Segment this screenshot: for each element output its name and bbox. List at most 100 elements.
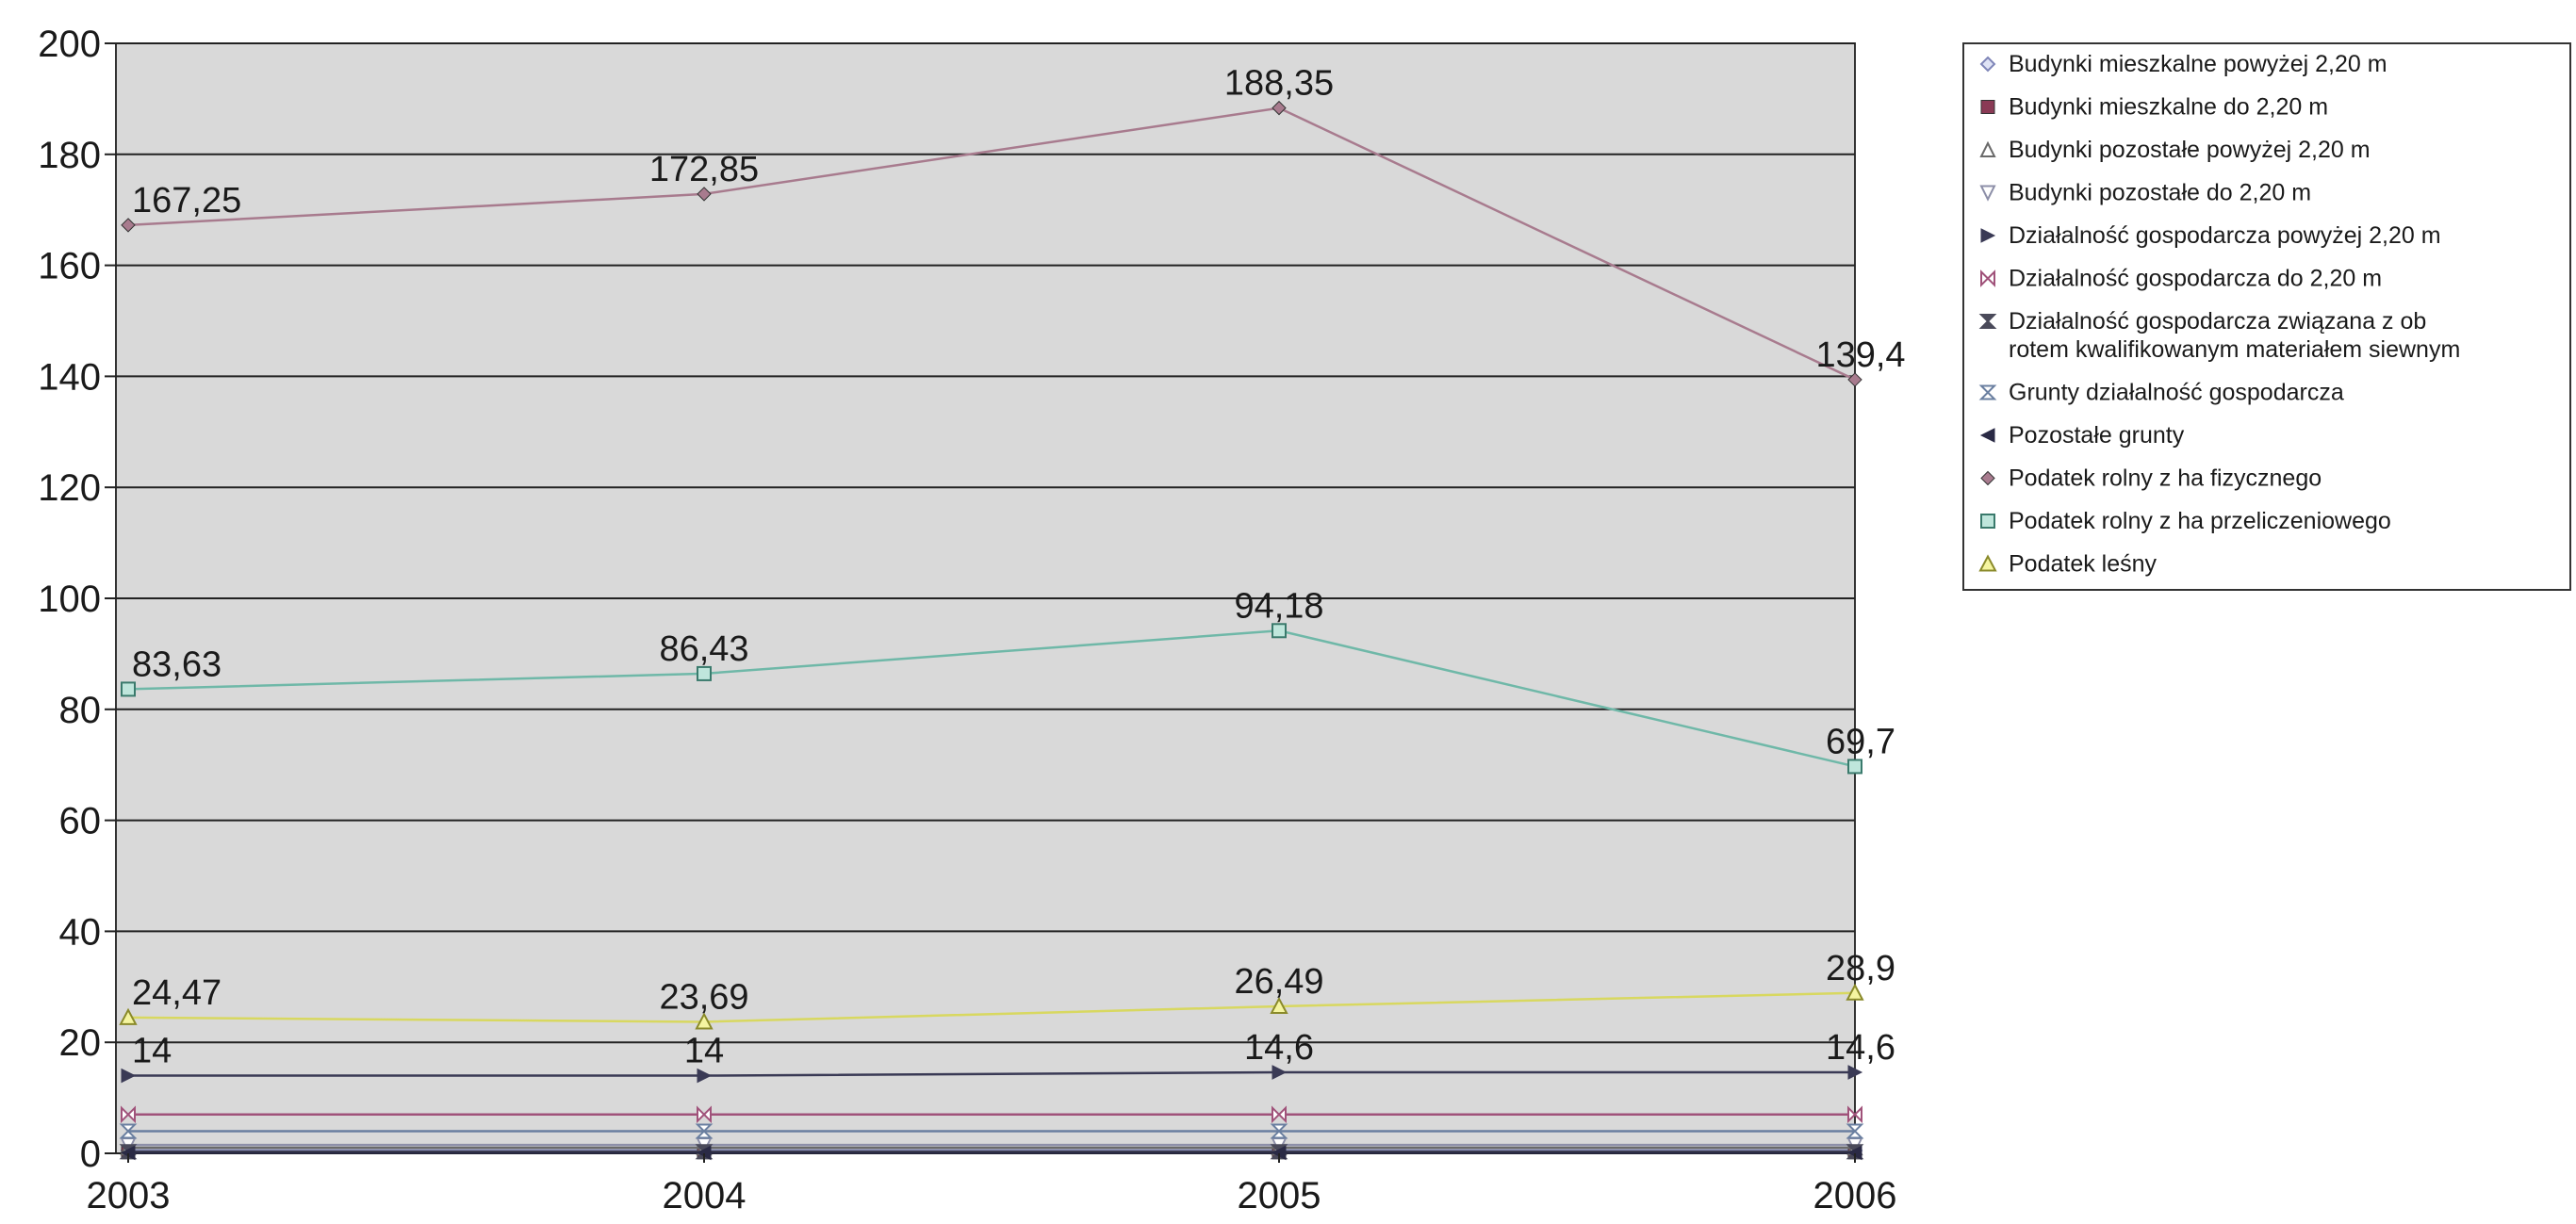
legend-symbol bbox=[1980, 100, 1995, 114]
data-point bbox=[1847, 372, 1862, 387]
series-11 bbox=[121, 623, 1862, 775]
data-label: 69,7 bbox=[1826, 722, 1895, 761]
y-tick-label: 60 bbox=[59, 801, 102, 842]
data-point bbox=[119, 1007, 138, 1025]
y-tick-label: 120 bbox=[38, 467, 101, 509]
legend-symbol bbox=[1980, 228, 1996, 243]
y-tick-label: 180 bbox=[38, 135, 101, 176]
y-tick-label: 160 bbox=[38, 246, 101, 287]
x-tick-label: 2003 bbox=[87, 1175, 171, 1216]
y-tick-label: 20 bbox=[59, 1022, 102, 1064]
legend-box bbox=[1962, 42, 2571, 591]
data-point bbox=[1272, 1065, 1288, 1080]
data-point bbox=[121, 1068, 137, 1084]
legend-label: Grunty działalność gospodarcza bbox=[2009, 380, 2344, 406]
data-label: 26,49 bbox=[1234, 962, 1323, 1002]
legend-item: Działalność gospodarcza związana z ob rot… bbox=[1978, 308, 2460, 363]
data-label: 94,18 bbox=[1234, 586, 1323, 626]
data-label: 172,85 bbox=[649, 150, 759, 189]
data-point bbox=[121, 218, 136, 233]
legend-symbol bbox=[1980, 269, 1995, 287]
legend-label: Podatek rolny z ha przeliczeniowego bbox=[2009, 508, 2391, 534]
y-tick-label: 0 bbox=[80, 1134, 101, 1175]
legend-item: Pozostałe grunty bbox=[1979, 422, 2185, 449]
data-point bbox=[697, 187, 712, 202]
series-line bbox=[128, 1070, 1855, 1077]
x-tick-label: 2006 bbox=[1813, 1175, 1897, 1216]
legend-symbol bbox=[1979, 185, 1996, 202]
data-label: 28,9 bbox=[1826, 949, 1895, 988]
data-label: 167,25 bbox=[132, 181, 241, 220]
legend-item: Działalność gospodarcza do 2,20 m bbox=[1980, 266, 2382, 292]
legend-symbol bbox=[1979, 56, 1996, 73]
y-tick-label: 40 bbox=[59, 911, 102, 953]
legend-label: Budynki pozostałe do 2,20 m bbox=[2009, 180, 2311, 206]
legend-item: Działalność gospodarcza powyżej 2,20 m bbox=[1980, 222, 2441, 249]
legend-label: Pozostałe grunty bbox=[2009, 422, 2185, 449]
legend-symbol bbox=[1978, 384, 1997, 400]
series-line bbox=[127, 991, 1856, 1023]
data-point bbox=[1847, 759, 1862, 775]
y-tick-label: 140 bbox=[38, 356, 101, 398]
legend-symbol bbox=[1978, 314, 1997, 329]
legend-symbol bbox=[1979, 428, 1995, 443]
series-12 bbox=[119, 983, 1864, 1030]
series-5 bbox=[121, 1065, 1863, 1084]
series-8 bbox=[119, 1123, 1864, 1139]
legend-item: Podatek leśny bbox=[1978, 551, 2158, 578]
data-label: 23,69 bbox=[659, 977, 748, 1017]
data-point bbox=[1272, 1105, 1287, 1124]
series-line bbox=[127, 106, 1856, 382]
data-point bbox=[697, 1105, 712, 1124]
data-point bbox=[1272, 623, 1287, 639]
data-point bbox=[697, 1068, 713, 1084]
legend-item: Podatek rolny z ha przeliczeniowego bbox=[1980, 508, 2391, 534]
series-10 bbox=[121, 100, 1862, 387]
data-label: 14,6 bbox=[1244, 1028, 1314, 1068]
legend-item: Budynki pozostałe do 2,20 m bbox=[1979, 180, 2311, 206]
data-point bbox=[1270, 1123, 1288, 1139]
x-tick-label: 2004 bbox=[663, 1175, 747, 1216]
series-6 bbox=[121, 1105, 1862, 1124]
data-label: 24,47 bbox=[132, 973, 222, 1013]
legend-symbol bbox=[1978, 554, 1997, 572]
data-point bbox=[119, 1123, 138, 1139]
legend-item: Budynki mieszkalne do 2,20 m bbox=[1980, 94, 2328, 121]
y-tick-label: 80 bbox=[59, 690, 102, 731]
data-label: 14 bbox=[132, 1032, 172, 1071]
data-label: 86,43 bbox=[659, 629, 748, 669]
legend-symbol bbox=[1980, 470, 1995, 486]
legend-label: Działalność gospodarcza do 2,20 m bbox=[2009, 266, 2382, 292]
legend-label: Działalność gospodarcza związana z ob rot… bbox=[2009, 308, 2460, 363]
series-line bbox=[127, 629, 1856, 768]
legend-symbol bbox=[1980, 514, 1995, 529]
x-tick-label: 2005 bbox=[1238, 1175, 1321, 1216]
data-point bbox=[695, 1123, 714, 1139]
data-label: 83,63 bbox=[132, 645, 222, 684]
y-tick-label: 100 bbox=[38, 579, 101, 620]
legend-label: Budynki mieszkalne do 2,20 m bbox=[2009, 94, 2328, 121]
data-point bbox=[695, 1012, 714, 1030]
legend-label: Podatek leśny bbox=[2009, 551, 2158, 578]
data-label: 188,35 bbox=[1224, 64, 1334, 104]
legend-label: Działalność gospodarcza powyżej 2,20 m bbox=[2009, 222, 2441, 249]
legend-label: Budynki mieszkalne powyżej 2,20 m bbox=[2009, 51, 2387, 77]
legend-item: Budynki pozostałe powyżej 2,20 m bbox=[1979, 137, 2371, 163]
data-point bbox=[121, 1105, 136, 1124]
legend-item: Podatek rolny z ha fizycznego bbox=[1980, 465, 2322, 492]
legend-item: Grunty działalność gospodarcza bbox=[1978, 380, 2344, 406]
data-point bbox=[1846, 983, 1864, 1001]
data-point bbox=[1270, 996, 1288, 1014]
y-tick-label: 200 bbox=[38, 24, 101, 65]
data-label: 14,6 bbox=[1826, 1028, 1895, 1068]
data-point bbox=[121, 681, 136, 697]
data-point bbox=[1272, 100, 1287, 116]
data-point bbox=[1846, 1123, 1864, 1139]
data-point bbox=[697, 665, 712, 681]
data-label: 139,4 bbox=[1815, 335, 1905, 375]
legend-label: Podatek rolny z ha fizycznego bbox=[2009, 465, 2322, 492]
data-point bbox=[1847, 1065, 1863, 1080]
data-label: 14 bbox=[684, 1032, 724, 1071]
legend-item: Budynki mieszkalne powyżej 2,20 m bbox=[1979, 51, 2387, 77]
